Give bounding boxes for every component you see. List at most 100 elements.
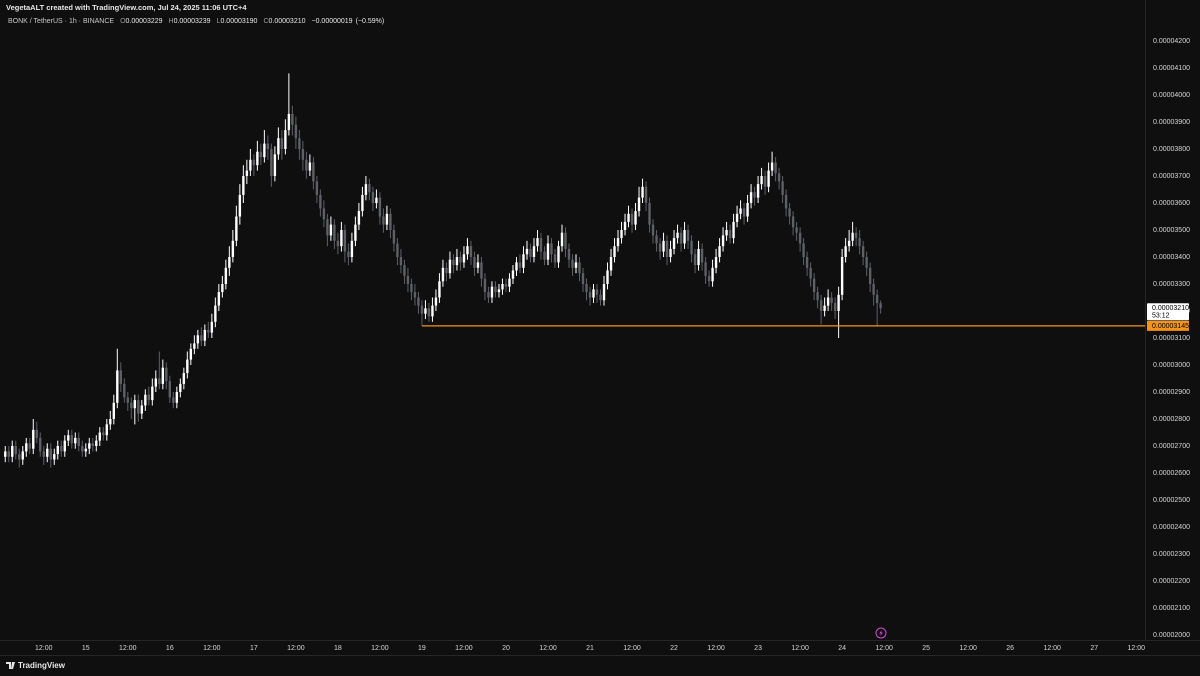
x-tick-label: 21 [586,645,594,652]
candle-body [88,443,91,449]
candle-body [4,451,7,457]
candle-body [154,378,158,387]
candle-body [669,248,672,257]
x-tick-label: 12:00 [623,645,641,652]
y-tick-label: 0.00003800 [1153,146,1190,153]
y-tick-label: 0.00002400 [1153,524,1190,531]
candle-body [602,284,606,301]
candle-body [742,208,746,217]
candle-body [371,192,375,203]
tv-logo [6,662,15,669]
candle-body [42,451,45,457]
candle-body [81,446,84,452]
y-tick-label: 0.00003500 [1153,227,1190,234]
candle-body [784,194,788,209]
candle-body [574,262,578,268]
replay-icon [875,627,887,639]
candle-body [721,235,725,247]
candle-body [812,278,816,293]
candle-body [326,219,329,236]
candle-body [448,259,452,274]
candle-body [392,230,396,244]
candle-body [18,454,21,460]
candle-body [830,297,833,303]
candle-body [795,227,798,233]
candle-body [238,194,242,217]
candle-body [592,289,595,298]
candle-body [112,402,115,419]
candle-body [438,281,441,298]
candle-body [508,278,511,287]
candle-body [770,162,774,171]
candle-body [690,240,693,255]
x-tick-label: 12:00 [1043,645,1061,652]
candle-body [697,248,700,266]
candle-body [581,273,585,284]
candle-body [144,394,147,406]
candle-body [333,224,336,241]
candle-body [455,257,459,266]
x-tick-label: 24 [838,645,846,652]
candle-body [60,446,63,452]
y-tick-label: 0.00002600 [1153,470,1190,477]
y-tick-label: 0.00002800 [1153,416,1190,423]
candle-body [672,238,676,249]
candle-body [819,300,823,311]
candle-body [588,292,592,298]
ohlc-value: 0.00003229 [125,18,163,25]
candle-body [39,437,42,452]
y-tick-label: 0.00003100 [1153,335,1190,342]
candle-body [172,397,175,403]
candle-body [228,257,231,268]
candle-body [424,308,427,314]
y-tick-label: 0.00002100 [1153,605,1190,612]
candle-body [175,392,179,403]
candle-body [616,238,620,247]
candle-body [473,257,476,268]
y-tick-label: 0.00004100 [1153,65,1190,72]
candle-body [291,113,294,125]
y-tick-label: 0.00002200 [1153,578,1190,585]
x-tick-label: 20 [502,645,510,652]
candle-body [11,446,14,457]
candle-body [231,240,235,257]
candle-body [193,343,196,349]
candle-body [210,321,214,333]
candle-body [217,292,221,306]
candle-body [879,303,882,309]
candle-body [529,248,532,257]
candle-body [123,383,126,398]
candle-body [767,170,770,187]
candle-body [280,138,284,149]
candle-body [501,284,504,290]
candle-body [284,130,287,149]
candle-body [564,232,567,249]
ohlc-key: O [120,18,126,25]
candle-body [546,243,550,260]
candle-body [606,270,609,284]
candle-body [277,138,280,155]
y-tick-label: 0.00003700 [1153,173,1190,180]
candle-body [74,437,77,444]
x-tick-label: 12:00 [119,645,137,652]
candle-body [95,440,98,446]
candle-body [851,232,854,241]
candle-body [336,240,340,247]
candle-body [627,213,630,222]
candle-body [84,448,87,452]
y-tick-label: 0.00003400 [1153,254,1190,261]
last-price-box [1147,303,1189,321]
candle-body [781,181,784,195]
candle-body [746,203,749,217]
candle-body [14,446,17,455]
candle-body [837,294,840,311]
candle-body [151,386,154,401]
candle-body [389,213,392,230]
candle-body [858,238,861,247]
candle-body [158,378,161,384]
candle-body [676,232,679,239]
candle-body [168,381,172,398]
candle-body [350,240,354,257]
